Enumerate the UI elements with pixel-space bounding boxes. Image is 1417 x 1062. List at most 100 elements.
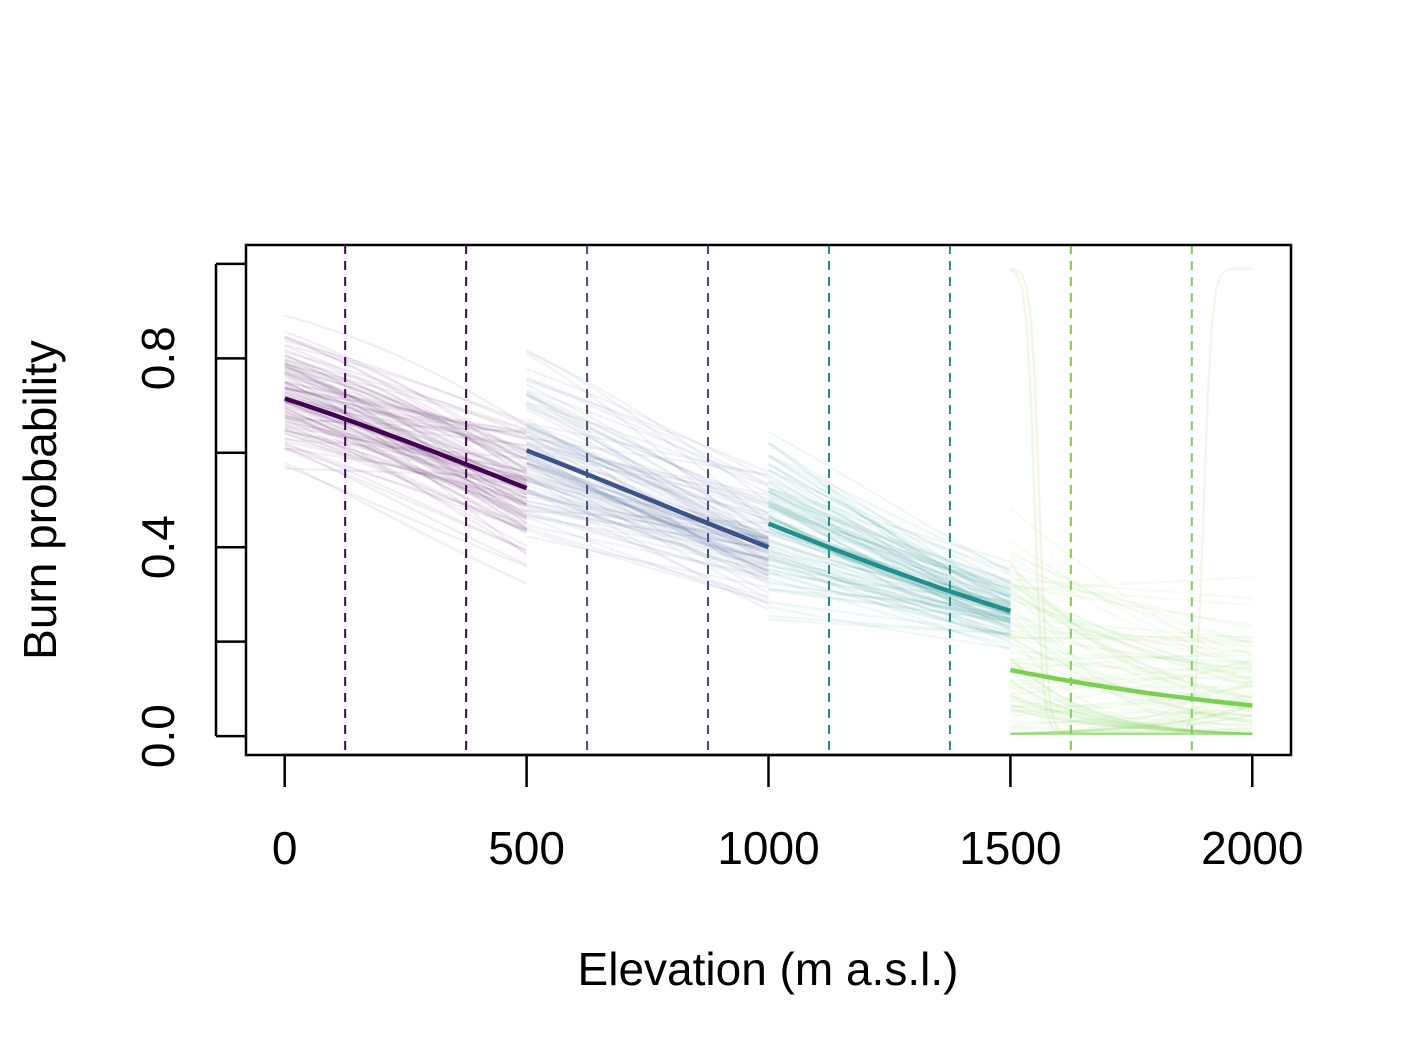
sample-curve bbox=[768, 557, 1011, 624]
mean-curve bbox=[284, 396, 528, 491]
sample-curve bbox=[284, 441, 528, 552]
sample-curve bbox=[284, 417, 528, 547]
sample-curve bbox=[284, 382, 528, 486]
posterior-sample-lines bbox=[284, 267, 1254, 736]
sample-curve bbox=[284, 415, 527, 447]
sample-curve bbox=[284, 366, 527, 451]
sample-curve bbox=[768, 487, 1011, 591]
sample-curve bbox=[526, 452, 769, 577]
sample-curve bbox=[768, 587, 1011, 622]
sample-curve bbox=[767, 489, 1011, 612]
sample-curve bbox=[284, 359, 528, 461]
sample-curve bbox=[1009, 573, 1253, 704]
sample-curve bbox=[526, 478, 769, 567]
sample-curve bbox=[526, 514, 769, 560]
sample-curve bbox=[1010, 622, 1253, 648]
mean-curve bbox=[767, 521, 1012, 614]
sample-curve bbox=[526, 461, 769, 559]
sample-curve bbox=[526, 383, 770, 525]
x-tick-label: 2000 bbox=[1201, 822, 1303, 874]
sample-curve bbox=[284, 336, 528, 472]
sample-curve bbox=[284, 372, 528, 486]
sample-curve bbox=[284, 400, 528, 503]
sample-curve bbox=[526, 446, 769, 500]
sample-curve bbox=[526, 512, 769, 572]
sample-curve bbox=[526, 434, 769, 522]
sample-curve bbox=[526, 455, 769, 573]
sample-curve bbox=[284, 410, 528, 505]
sample-curve bbox=[284, 365, 528, 460]
sample-curve bbox=[1009, 694, 1253, 735]
sample-curve bbox=[768, 493, 1011, 584]
sample-curve bbox=[768, 548, 1011, 621]
sample-curve bbox=[526, 490, 769, 562]
sample-curve bbox=[1010, 703, 1253, 735]
sample-curve bbox=[1009, 579, 1253, 708]
sample-curve bbox=[768, 479, 1011, 597]
sample-curve bbox=[526, 408, 770, 547]
sample-curve bbox=[1010, 650, 1253, 664]
sample-curve bbox=[526, 524, 769, 577]
sample-curve bbox=[1009, 664, 1253, 735]
sample-curve bbox=[284, 362, 528, 469]
sample-curve bbox=[526, 435, 769, 556]
sample-curve bbox=[284, 447, 527, 488]
sample-curve bbox=[284, 409, 528, 555]
sample-curve bbox=[768, 577, 1011, 646]
sample-curve bbox=[526, 460, 769, 567]
sample-curve bbox=[526, 350, 770, 504]
sample-curve bbox=[526, 535, 769, 589]
x-axis-label: Elevation (m a.s.l.) bbox=[578, 943, 959, 995]
sample-curve bbox=[526, 402, 770, 543]
sample-curve bbox=[1010, 662, 1253, 674]
sample-curve bbox=[526, 394, 770, 534]
sample-curve bbox=[284, 445, 528, 566]
y-tick-label: 0.0 bbox=[132, 704, 184, 768]
sample-curve bbox=[284, 362, 528, 453]
sample-curve bbox=[526, 477, 769, 554]
sample-curve bbox=[526, 457, 769, 553]
sample-curve bbox=[1010, 697, 1253, 735]
sample-curve bbox=[284, 386, 527, 456]
sample-curve bbox=[526, 462, 769, 565]
sample-curve bbox=[284, 370, 528, 483]
sample-curve bbox=[284, 432, 527, 507]
sample-curve bbox=[526, 424, 769, 542]
sample-curve bbox=[768, 524, 1011, 616]
sample-curve bbox=[284, 447, 527, 525]
sample-curve bbox=[768, 552, 1011, 627]
sample-curve bbox=[526, 479, 769, 562]
sample-curve bbox=[526, 526, 769, 599]
sample-curve bbox=[1009, 691, 1253, 735]
sample-curve bbox=[284, 335, 528, 480]
y-axis: 0.0 0.4 0.8 bbox=[132, 262, 246, 768]
sample-curve bbox=[768, 582, 1011, 616]
mean-curve bbox=[525, 448, 770, 550]
sample-curve bbox=[768, 488, 1011, 571]
sample-curve bbox=[768, 504, 1011, 591]
sample-curve bbox=[1010, 653, 1253, 661]
sample-curve bbox=[1010, 267, 1253, 736]
sample-curve bbox=[1009, 597, 1253, 681]
sample-curve bbox=[768, 502, 1011, 594]
sample-curve bbox=[768, 487, 1011, 563]
sample-curve bbox=[1010, 598, 1253, 666]
sample-curve bbox=[526, 476, 769, 533]
sample-curve bbox=[1010, 705, 1253, 735]
sample-curve bbox=[526, 440, 769, 504]
sample-curve bbox=[1010, 707, 1253, 735]
sample-curve bbox=[526, 447, 770, 594]
sample-curve bbox=[768, 504, 1011, 611]
sample-curve bbox=[526, 499, 769, 560]
sample-curve bbox=[284, 373, 528, 556]
sample-curve bbox=[1010, 630, 1253, 672]
sample-curve bbox=[1010, 632, 1253, 700]
sample-curve bbox=[284, 407, 528, 520]
sample-curve bbox=[284, 461, 528, 585]
sample-curve bbox=[284, 401, 527, 436]
sample-curve bbox=[768, 505, 1011, 590]
sample-curve bbox=[1010, 658, 1253, 708]
sample-curve bbox=[768, 527, 1011, 616]
sample-curve bbox=[1009, 581, 1253, 681]
sample-curve bbox=[767, 505, 1011, 621]
